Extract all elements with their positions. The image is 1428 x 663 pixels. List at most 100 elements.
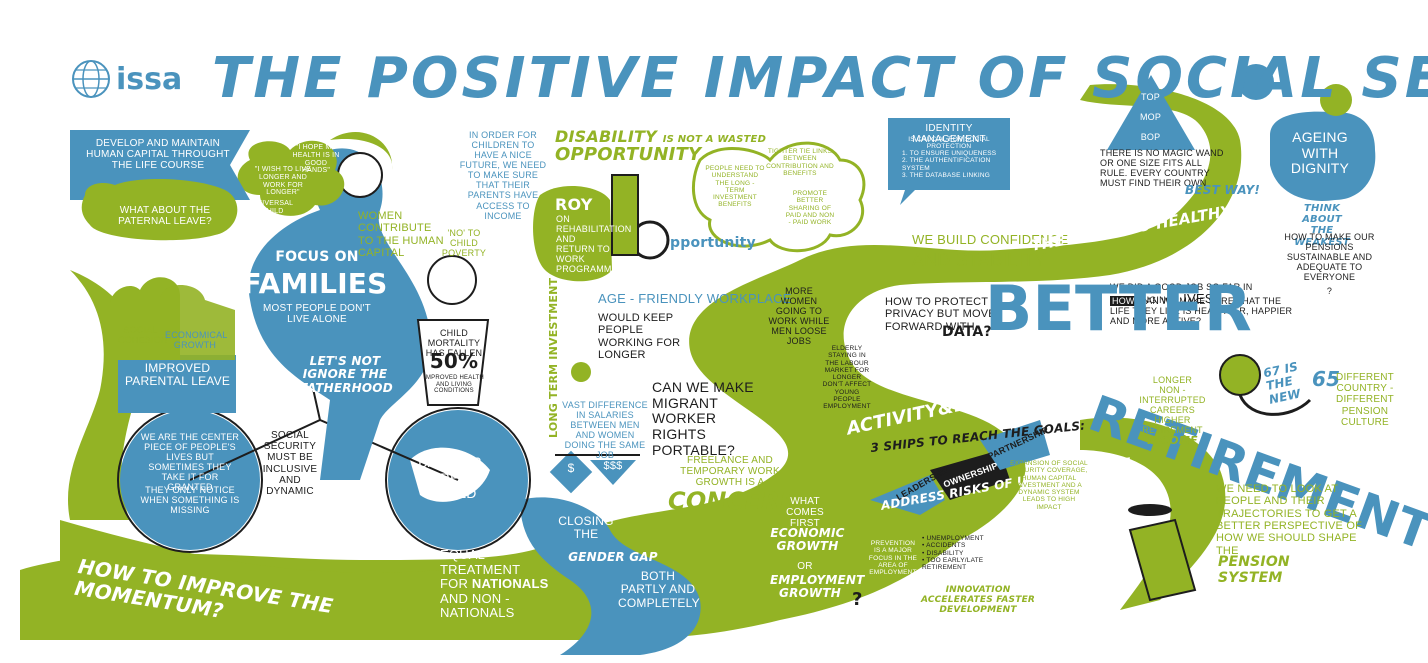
page-title: THE POSITIVE IMPACT OF SOCIAL SECURITY <box>212 46 1428 111</box>
partly-completely: BOTH PARTLY AND COMPLETELY <box>618 569 700 610</box>
parental-leave-box <box>118 355 236 413</box>
ageing-bubble <box>1270 111 1376 201</box>
opportunity-word: pportunity <box>670 235 756 251</box>
elderly-man-head <box>1320 84 1352 116</box>
disability-bubble <box>533 185 612 282</box>
concern-word: CONCERN <box>668 487 801 515</box>
different-country: DIFFERENT COUNTRY - DIFFERENT PENSION CU… <box>1336 372 1394 428</box>
ageing-dignity: AGEING WITH DIGNITY <box>1290 129 1350 177</box>
pension-system: PENSION SYSTEM <box>1218 554 1290 586</box>
ship-ownership <box>930 450 1010 500</box>
and-stability: AND STABILITY <box>912 250 1047 270</box>
coin-label-small: $ <box>567 461 575 475</box>
wheel-text-missing: THEY ONLY NOTICE WHEN SOMETHING IS MISSI… <box>140 485 240 516</box>
flag-text: DEVELOP AND MAINTAIN HUMAN CAPITAL THROU… <box>86 138 230 172</box>
tighter-links: TIGHTER TIE LINKS BETWEEN CONTRIBUTION A… <box>766 148 834 177</box>
what-comes-first: WHAT COMES FIRST <box>786 496 824 530</box>
economical-growth: ECONOMICAL GROWTH <box>165 330 228 351</box>
risk-item: • TOO EARLY/LATE RETIREMENT <box>922 556 984 572</box>
more-women: MORE WOMEN GOING TO WORK WHILE MEN LOOSE… <box>768 286 830 347</box>
better-word: BETTER <box>985 272 1252 345</box>
improved-conditions: IMPROVED HEALTH AND LIVING CONDITIONS <box>424 375 484 395</box>
elderly-woman-head <box>1238 64 1274 100</box>
promote-sharing: PROMOTE BETTER SHARING OF PAID AND NON -… <box>785 190 835 227</box>
roy-name: ROY <box>555 195 593 214</box>
protect-privacy: HOW TO PROTECT PRIVACY BUT MOVE FORWARD … <box>885 296 996 333</box>
most-people-alone: MOST PEOPLE DON'T LIVE ALONE <box>263 303 371 326</box>
growth-question-mark: ? <box>852 589 863 610</box>
thought-bubble-left <box>237 140 345 216</box>
paternal-leave-question: WHAT ABOUT THE PATERNAL LEAVE? <box>118 205 212 228</box>
no-magic-wand: THERE IS NO MAGIC WAND OR ONE SIZE FITS … <box>1100 148 1224 189</box>
children-future: IN ORDER FOR CHILDREN TO HAVE A NICE FUT… <box>459 130 547 221</box>
innovation: INNOVATION ACCELERATES FASTER DEVELOPMEN… <box>920 585 1036 616</box>
identity-item: 1. TO ENSURE UNIQUENESS <box>902 150 997 157</box>
investment-cloud <box>691 141 866 253</box>
risk-item: • UNEMPLOYMENT <box>922 535 984 542</box>
child-mortality-percent: 50% <box>429 349 479 373</box>
data-word: DATA? <box>942 324 992 340</box>
social-security-inclusive: SOCIAL SECURITY MUST BE INCLUSIVE AND DY… <box>262 430 318 497</box>
equal-treatment: EQUAL TREATMENT FOR NATIONALS AND NON - … <box>440 547 549 621</box>
bubble-work-quote: "I WISH TO LIVE LONGER AND WORK FOR LONG… <box>254 166 312 197</box>
migrant-rights: CAN WE MAKE MIGRANT WORKER RIGHTS PORTAB… <box>652 379 754 458</box>
opportunity-title: OPPORTUNITY <box>555 144 702 165</box>
baby-head <box>427 255 477 305</box>
flag-banner <box>70 130 250 200</box>
identity-item: 2. THE AUTHENTIFICATION SYSTEM <box>902 157 991 172</box>
prevention-focus: PREVENTION IS A MAJOR FOCUS IN THE AREA … <box>868 540 918 577</box>
roy-text: ON REHABILITATION AND RETURN TO WORK PRO… <box>556 214 632 275</box>
pyramid-mop: MOP <box>1139 112 1162 122</box>
long-term-investment: LONG TERM INVESTMENT <box>547 277 560 438</box>
logo-text: issa <box>116 62 183 97</box>
ship-partnership <box>980 420 1050 470</box>
families-word: FAMILIES <box>242 267 388 300</box>
risks-list: • UNEMPLOYMENT • ACCIDENTS • DISABILITY … <box>922 535 1022 571</box>
risk-item: • DISABILITY <box>922 549 964 557</box>
child-mortality: CHILD MORTALITY HAS FALLEN <box>425 328 483 359</box>
ship-leadership <box>870 475 945 515</box>
bubble-health-quote: "I HOPE MY HEALTH IS IN GOOD HANDS" <box>292 144 340 175</box>
pyramid-top: TOP <box>1141 92 1160 102</box>
look-at-trajectories: WE NEED TO LOOK AT PEOPLE AND THEIR TRAJ… <box>1216 483 1363 557</box>
pyramid-bop: BOP <box>1140 132 1161 142</box>
wheel-text: WE ARE THE CENTER PIECE OF PEOPLE'S LIVE… <box>140 432 240 493</box>
woman-figure <box>248 148 432 480</box>
pyramid-icon <box>1107 75 1195 150</box>
keep-working: WOULD KEEP PEOPLE WORKING FOR LONGER <box>598 312 681 361</box>
focus-on: FOCUS ON <box>275 249 359 265</box>
blue-river <box>520 497 701 655</box>
identity-title: IDENTITY MANAGEMENT <box>912 123 986 146</box>
good-news: THE GOOD NEWS: THERE IS A SCOPE TO INCRE… <box>1019 520 1087 567</box>
sustainable-pensions: HOW TO MAKE OUR PENSIONS SUSTAINABLE AND… <box>1284 232 1375 283</box>
improved-parental-leave: IMPROVED PARENTAL LEAVE <box>124 361 231 389</box>
economic-growth: ECONOMIC GROWTH <box>770 526 845 554</box>
people-need: PEOPLE NEED TO UNDERSTAND THE LONG - TER… <box>705 165 765 209</box>
identity-subtitle: IS CRUCIAL FOR SOCIAL PROTECTION <box>908 136 990 151</box>
longer-careers: LONGER NON - INTERRUPTED CAREERS HIGHER … <box>1139 375 1206 448</box>
barrier-free-world: BARRIER FREE WORLD <box>418 454 482 502</box>
person-in-wheelchair <box>611 174 639 256</box>
think-weakest: THINK ABOUT THE WEAKEST <box>1294 203 1350 248</box>
lightbulb <box>571 362 591 382</box>
expansion-coverage: EXPANSION OF SOCIAL SECURITY COVERAGE, H… <box>1010 460 1088 511</box>
elderly-labour: ELDERLY STAYING IN THE LABOUR MARKET FOR… <box>822 345 872 411</box>
prolonging-lives: WE DID A GOOD JOB SO FAR IN PROLONGING L… <box>1110 282 1253 307</box>
or-word: OR <box>797 561 813 572</box>
coin-label-large: $$$ <box>603 460 623 472</box>
new-65-number: 65 <box>1312 367 1341 391</box>
retirement-road <box>1080 417 1226 610</box>
risk-item: • ACCIDENTS <box>922 542 966 550</box>
identity-item: 3. THE DATABASE LINKING <box>902 171 991 179</box>
closing-gender: CLOSING THE <box>558 514 614 542</box>
women-contribute: WOMEN CONTRIBUTE TO THE HUMAN CAPITAL <box>358 210 444 259</box>
healthier-life: HOW CAN WE MAKE SURE THAT THE LIFE THEY … <box>1110 296 1293 327</box>
best-way: BEST WAY! <box>1185 183 1261 197</box>
universal-child-benefits: UNIVERSAL CHILD BENEFITS <box>251 200 294 223</box>
freelance-growth: FREELANCE AND TEMPORARY WORK GROWTH IS A <box>680 455 780 489</box>
green-bottom-band <box>60 520 440 640</box>
social-cohesion: SOCIAL COHESION <box>118 325 168 346</box>
identity-box <box>888 118 1010 205</box>
build-confidence: WE BUILD CONFIDENCE <box>912 232 1069 247</box>
